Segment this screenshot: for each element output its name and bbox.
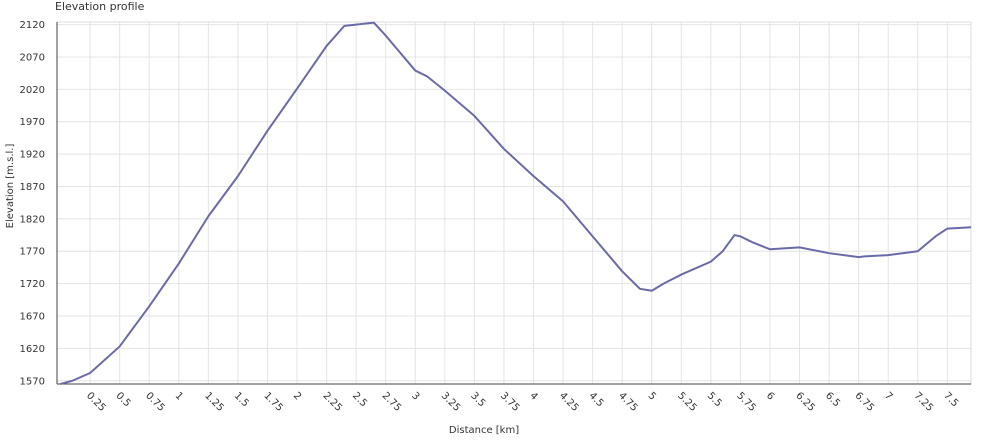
x-tick-label: 7 <box>882 390 894 402</box>
x-tick-label: 4 <box>527 390 539 402</box>
x-tick-label: 5 <box>646 390 658 402</box>
x-tick-label: 5.25 <box>675 390 699 414</box>
x-tick-label: 2 <box>291 390 303 402</box>
y-tick-label: 2020 <box>20 85 45 96</box>
x-tick-label: 2.75 <box>380 390 404 414</box>
y-tick-label: 1770 <box>20 247 45 258</box>
y-tick-label: 1970 <box>20 117 45 128</box>
y-tick-label: 2120 <box>20 20 45 31</box>
y-axis-label: Elevation [m.s.l.] <box>5 144 16 229</box>
x-tick-label: 0.5 <box>114 390 133 409</box>
x-tick-label: 6.75 <box>853 390 877 414</box>
x-tick-label: 6.5 <box>823 390 842 409</box>
y-tick-label: 1920 <box>20 150 45 161</box>
x-tick-label: 6.25 <box>793 390 817 414</box>
y-tick-label: 1670 <box>20 312 45 323</box>
x-tick-label: 6 <box>764 390 776 402</box>
x-tick-label: 4.75 <box>616 390 640 414</box>
x-tick-label: 5.5 <box>705 390 724 409</box>
x-tick-label: 2.5 <box>350 390 369 409</box>
x-tick-label: 1 <box>173 390 185 402</box>
x-tick-label: 4.5 <box>587 390 606 409</box>
y-tick-label: 1720 <box>20 279 45 290</box>
plot-area <box>56 21 972 385</box>
x-tick-label: 0.75 <box>143 390 167 414</box>
x-tick-label: 3.5 <box>468 390 487 409</box>
x-axis-label: Distance [km] <box>449 425 519 436</box>
x-tick-label: 7.5 <box>941 390 960 409</box>
x-tick-label: 4.25 <box>557 390 581 414</box>
y-tick-label: 1620 <box>20 344 45 355</box>
x-tick-label: 3.75 <box>498 390 522 414</box>
y-tick-label: 2070 <box>20 52 45 63</box>
x-tick-label: 1.75 <box>261 390 285 414</box>
chart-title: Elevation profile <box>55 0 145 13</box>
x-tick-label: 2.25 <box>320 390 344 414</box>
x-tick-label: 7.25 <box>912 390 936 414</box>
x-tick-label: 1.25 <box>202 390 226 414</box>
x-tick-label: 5.75 <box>734 390 758 414</box>
y-tick-label: 1820 <box>20 214 45 225</box>
line <box>60 21 972 385</box>
y-tick-label: 1570 <box>20 376 45 387</box>
x-tick-label: 0.25 <box>84 390 108 414</box>
x-tick-label: 3.25 <box>439 390 463 414</box>
y-tick-label: 1870 <box>20 182 45 193</box>
x-tick-label: 3 <box>409 390 421 402</box>
x-tick-label: 1.5 <box>232 390 251 409</box>
